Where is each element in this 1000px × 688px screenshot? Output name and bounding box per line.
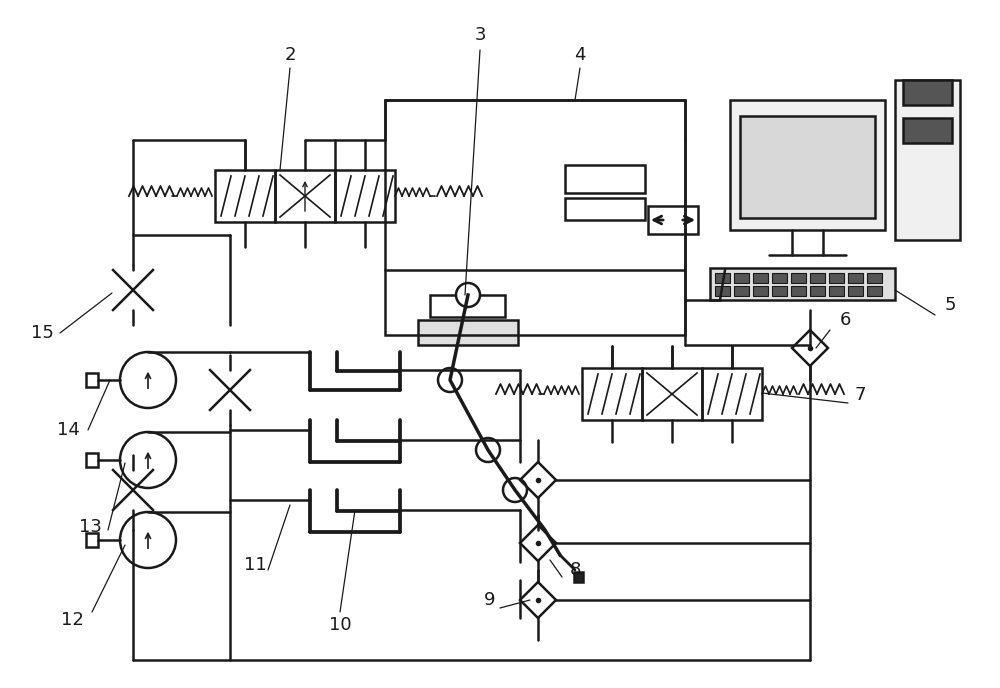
Bar — [648, 206, 698, 234]
Bar — [734, 286, 749, 296]
Bar — [903, 80, 952, 105]
Bar — [848, 286, 863, 296]
Circle shape — [456, 283, 480, 307]
Text: 5: 5 — [944, 296, 956, 314]
Text: 14: 14 — [57, 421, 79, 439]
Bar — [867, 273, 882, 283]
Bar — [215, 170, 275, 222]
Bar — [715, 286, 730, 296]
Bar — [582, 368, 642, 420]
Bar — [710, 268, 895, 300]
Bar — [86, 453, 98, 467]
Bar — [565, 165, 645, 193]
Text: 11: 11 — [244, 556, 266, 574]
Bar — [791, 286, 806, 296]
Bar — [418, 320, 518, 345]
Bar — [715, 273, 730, 283]
Bar — [848, 273, 863, 283]
Bar — [829, 273, 844, 283]
Text: 6: 6 — [839, 311, 851, 329]
Text: 3: 3 — [474, 26, 486, 44]
Bar — [385, 100, 685, 335]
Bar — [702, 368, 762, 420]
Text: 13: 13 — [79, 518, 101, 536]
Bar — [642, 368, 702, 420]
Bar — [810, 286, 825, 296]
Text: 10: 10 — [329, 616, 351, 634]
Bar — [753, 286, 768, 296]
Text: 15: 15 — [31, 324, 53, 342]
Text: 9: 9 — [484, 591, 496, 609]
Bar — [903, 118, 952, 143]
Bar — [772, 273, 787, 283]
Bar — [335, 170, 395, 222]
Text: 12: 12 — [61, 611, 83, 629]
Text: 4: 4 — [574, 46, 586, 64]
Bar — [791, 273, 806, 283]
Bar — [730, 100, 885, 230]
Circle shape — [120, 352, 176, 408]
Bar — [734, 273, 749, 283]
Bar — [574, 572, 583, 582]
Bar — [895, 80, 960, 240]
Bar — [753, 273, 768, 283]
Bar — [772, 286, 787, 296]
Bar — [275, 170, 335, 222]
Bar — [829, 286, 844, 296]
Bar — [86, 533, 98, 547]
Bar — [430, 295, 505, 317]
Text: 2: 2 — [284, 46, 296, 64]
Bar — [810, 273, 825, 283]
Bar — [740, 116, 875, 218]
Bar — [565, 198, 645, 220]
Bar — [867, 286, 882, 296]
Circle shape — [503, 478, 527, 502]
Bar — [86, 373, 98, 387]
Text: 8: 8 — [569, 561, 581, 579]
Text: 7: 7 — [854, 386, 866, 404]
Circle shape — [476, 438, 500, 462]
Circle shape — [120, 432, 176, 488]
Circle shape — [120, 512, 176, 568]
Circle shape — [438, 368, 462, 392]
